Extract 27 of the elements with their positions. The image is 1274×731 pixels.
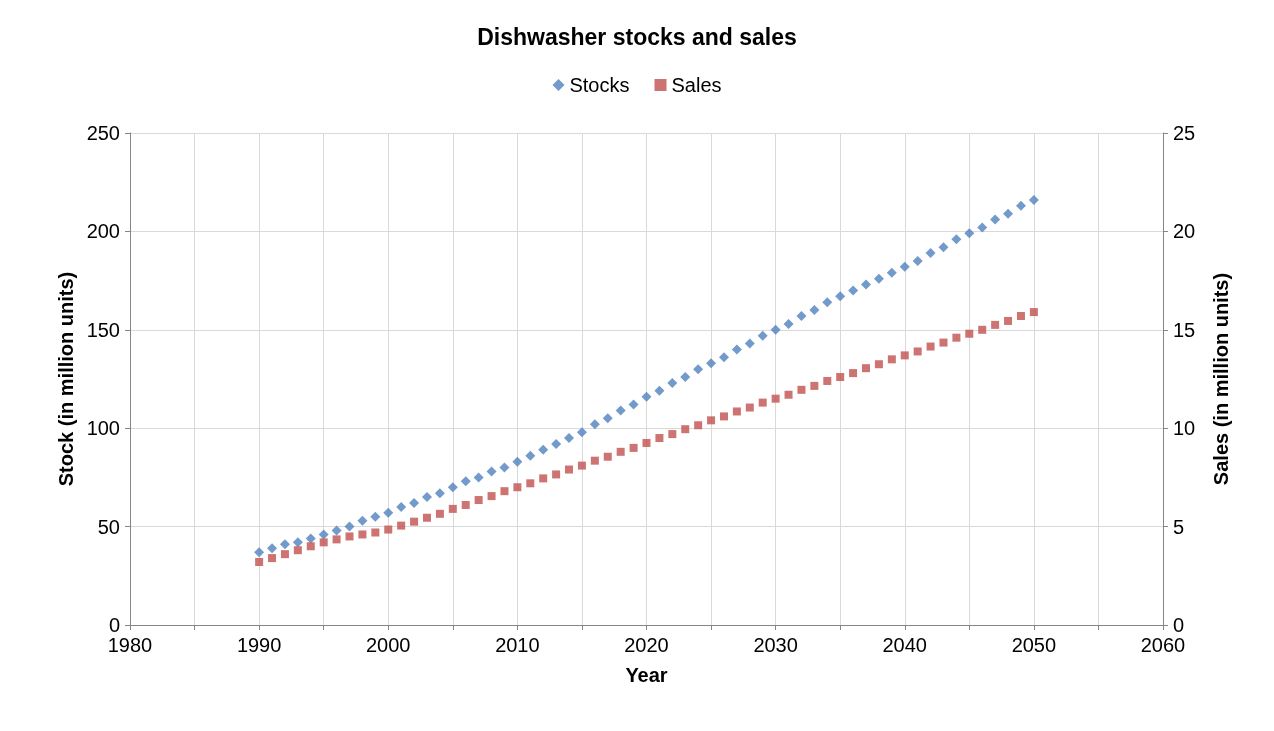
chart-title: Dishwasher stocks and sales xyxy=(477,23,797,50)
y-axis-title: Stock (in million units) xyxy=(54,271,77,487)
y2-tick-label: 5 xyxy=(1173,515,1185,538)
legend-label: Sales xyxy=(671,74,722,96)
x-tick-label: 2030 xyxy=(753,634,798,656)
x-tick-label: 2000 xyxy=(366,634,411,656)
y-tick-label: 200 xyxy=(86,220,120,243)
y2-tick-label: 15 xyxy=(1173,318,1196,341)
y-tick-label: 100 xyxy=(86,417,120,440)
y-tick-label: 150 xyxy=(86,318,120,341)
x-tick-label: 1990 xyxy=(236,634,282,656)
y2-tick-label: 0 xyxy=(1173,614,1185,636)
y2-axis-title: Sales (in million units) xyxy=(1210,272,1232,486)
y2-tick-label: 20 xyxy=(1173,220,1196,243)
x-tick-label: 2020 xyxy=(624,634,669,656)
legend-label: Stocks xyxy=(569,74,630,96)
x-tick-label: 2060 xyxy=(1140,634,1186,656)
x-tick-label: 2040 xyxy=(882,634,927,656)
y-tick-label: 50 xyxy=(97,515,120,538)
x-tick-label: 1980 xyxy=(107,634,153,656)
x-axis-title: Year xyxy=(625,664,668,686)
y-tick-label: 250 xyxy=(86,122,120,144)
x-tick-label: 2010 xyxy=(495,634,540,656)
y2-tick-label: 10 xyxy=(1173,417,1196,440)
x-tick-label: 2050 xyxy=(1011,634,1057,656)
y2-tick-label: 25 xyxy=(1173,122,1196,144)
y-tick-label: 0 xyxy=(108,614,120,636)
